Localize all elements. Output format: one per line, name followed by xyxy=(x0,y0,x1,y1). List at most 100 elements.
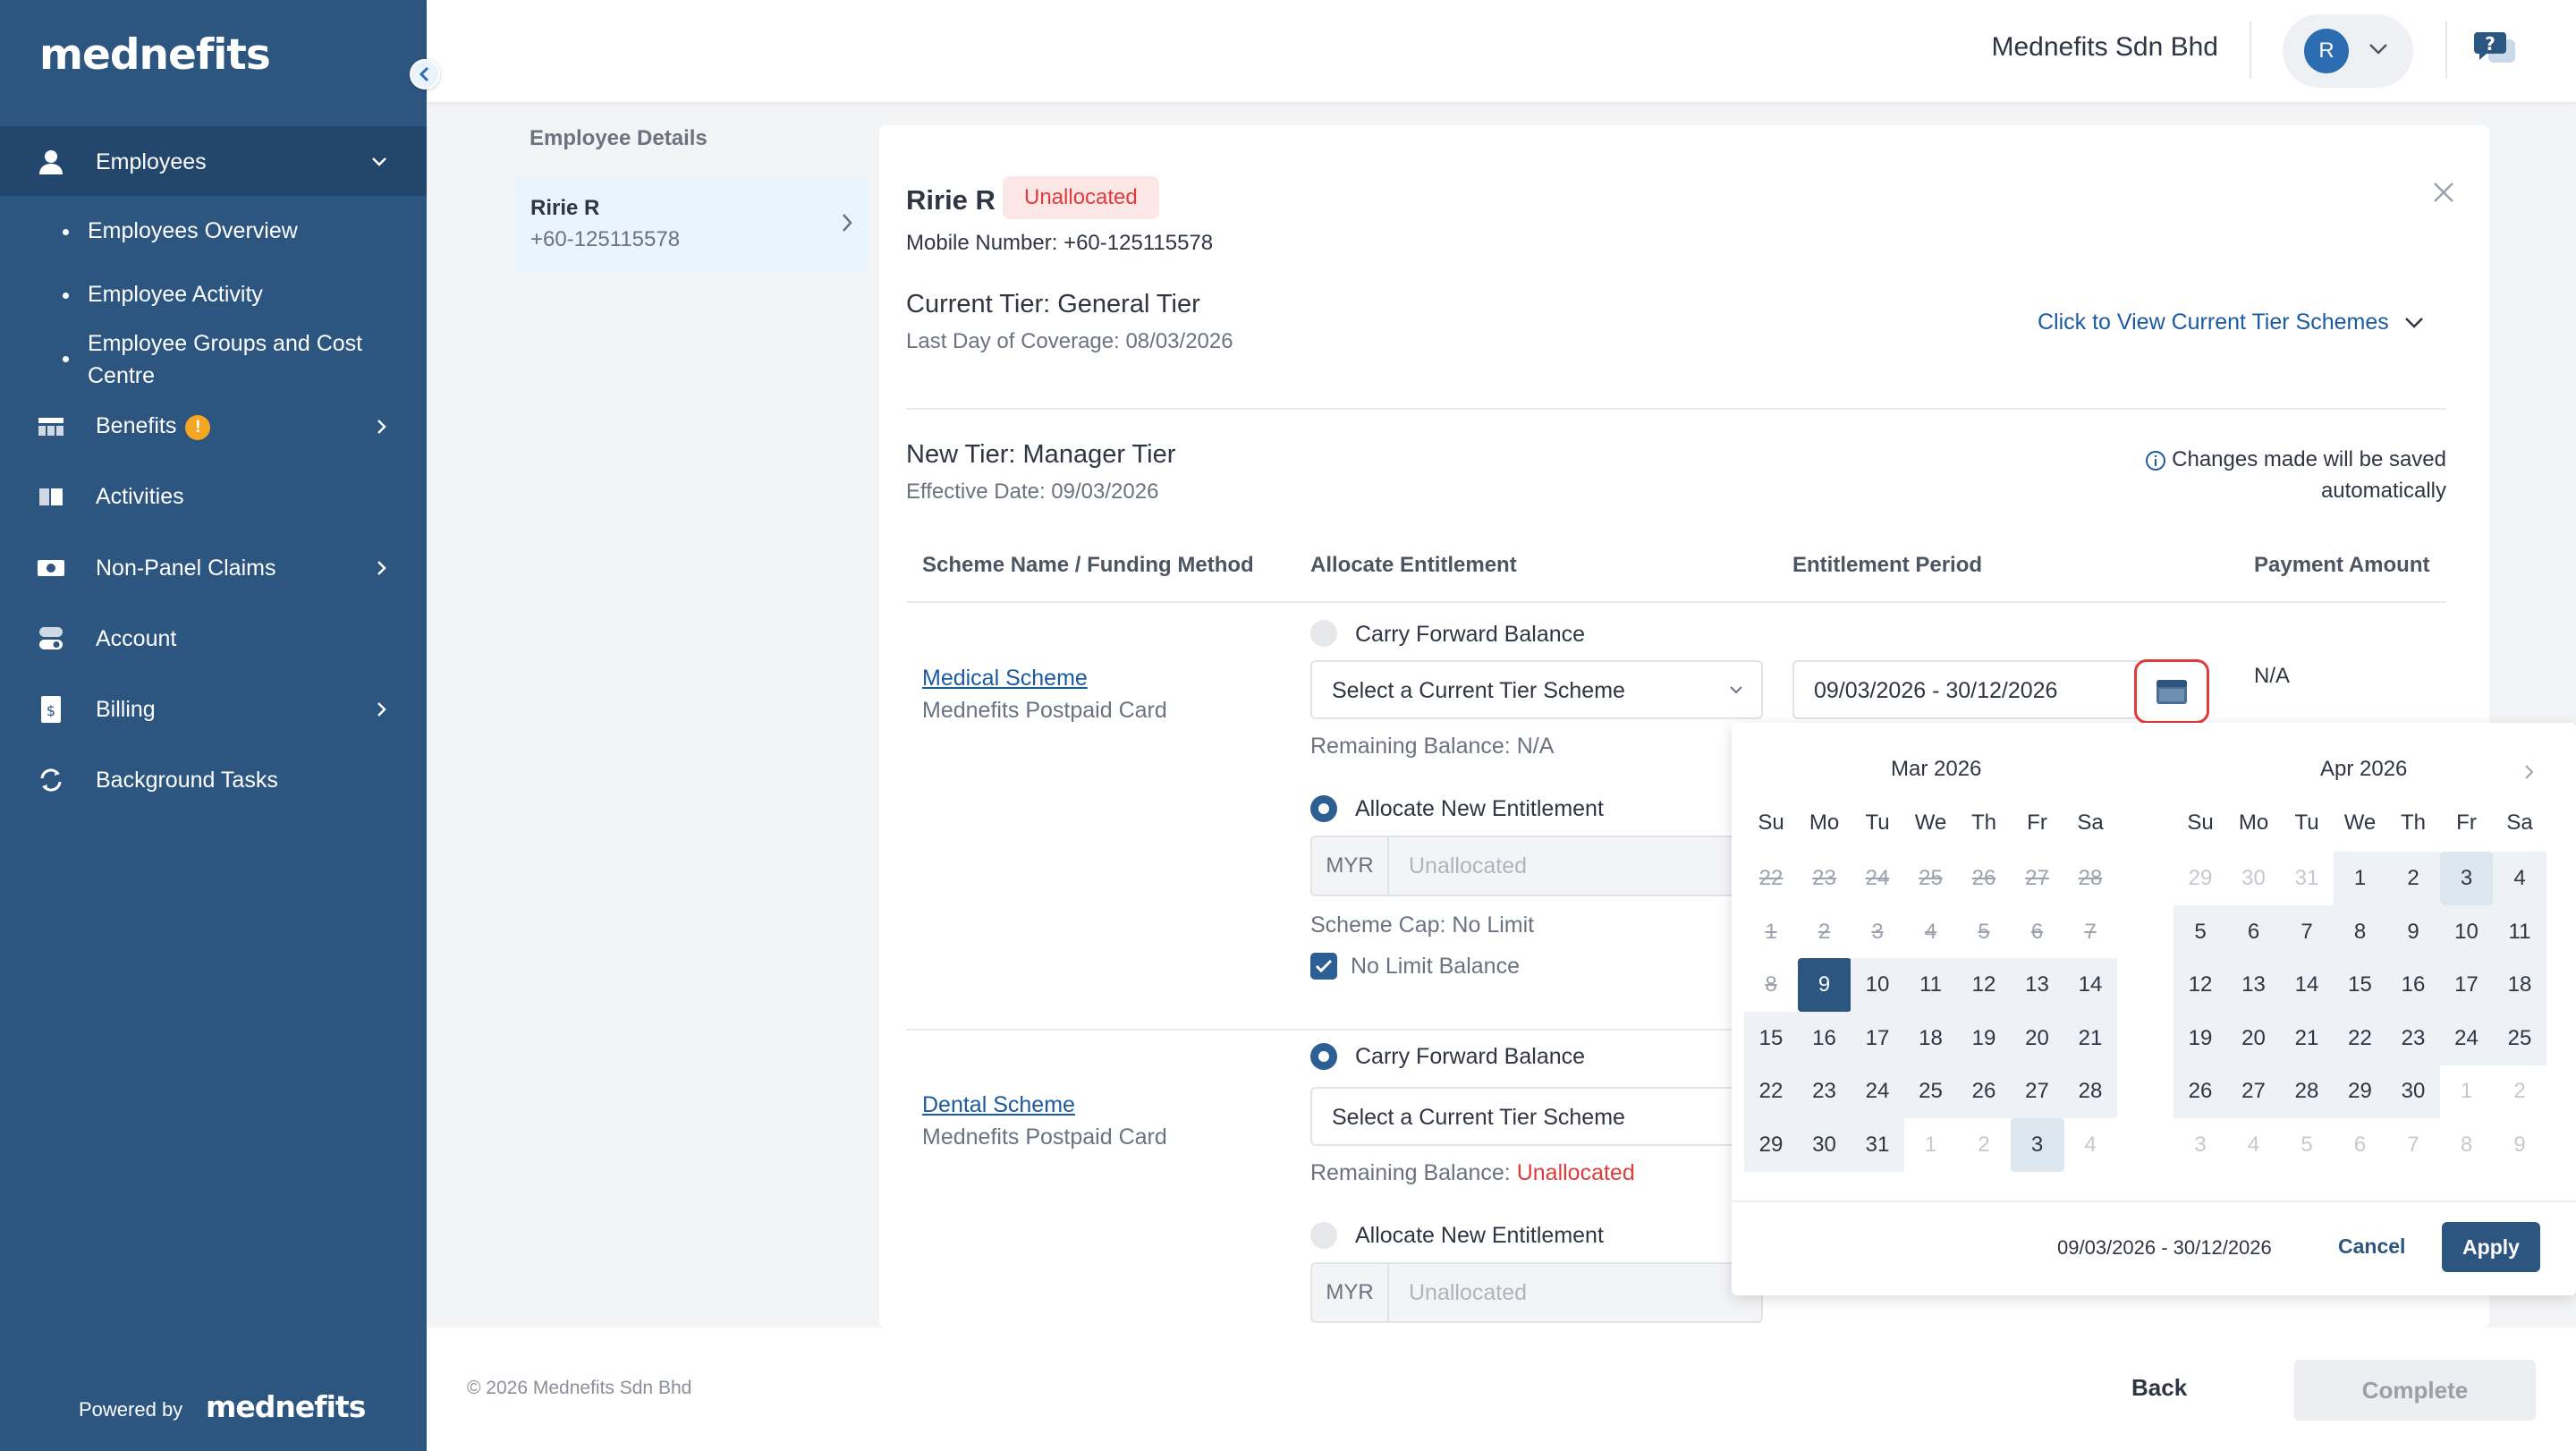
calendar-day[interactable]: 5 xyxy=(2301,1132,2313,1157)
calendar-day[interactable]: 24 xyxy=(1851,1065,1904,1118)
calendar-day[interactable]: 4 xyxy=(2247,1132,2260,1157)
calendar-day[interactable]: 22 xyxy=(1744,1065,1798,1118)
calendar-day[interactable]: 25 xyxy=(2493,1011,2546,1065)
calendar-day[interactable]: 29 xyxy=(2188,866,2213,890)
sidebar-item-employees[interactable]: Employees xyxy=(0,128,427,196)
calendar-day[interactable]: 10 xyxy=(1851,958,1904,1012)
calendar-day[interactable]: 4 xyxy=(2493,852,2546,905)
calendar-day[interactable]: 7 xyxy=(2407,1132,2419,1157)
sidebar-item-activities[interactable]: Activities xyxy=(0,462,427,530)
allocate-new-radio[interactable] xyxy=(1310,795,1337,822)
calendar-day[interactable]: 31 xyxy=(2294,866,2319,890)
apply-button[interactable]: Apply xyxy=(2442,1222,2540,1272)
sidebar-item-background-tasks[interactable]: Background Tasks xyxy=(0,746,427,814)
calendar-day[interactable]: 2 xyxy=(2513,1079,2526,1103)
calendar-day[interactable]: 21 xyxy=(2063,1011,2117,1065)
sidebar-item-benefits[interactable]: Benefits! xyxy=(0,393,427,461)
calendar-day[interactable]: 1 xyxy=(2460,1079,2473,1103)
calendar-day[interactable]: 26 xyxy=(1957,1065,2011,1118)
calendar-day[interactable]: 27 xyxy=(2010,1065,2064,1118)
calendar-day[interactable]: 15 xyxy=(2333,958,2387,1012)
entitlement-amount-input[interactable]: MYR Unallocated xyxy=(1310,1262,1763,1323)
calendar-day[interactable]: 28 xyxy=(2280,1065,2334,1118)
entitlement-period-input[interactable]: 09/03/2026 - 30/12/2026 xyxy=(1792,660,2165,719)
calendar-day[interactable]: 29 xyxy=(2333,1065,2387,1118)
help-icon[interactable]: ? xyxy=(2474,27,2519,72)
calendar-day[interactable]: 2 xyxy=(1978,1132,1990,1157)
calendar-day[interactable]: 14 xyxy=(2063,958,2117,1012)
sidebar-item-account[interactable]: Account xyxy=(0,605,427,673)
close-icon[interactable] xyxy=(2432,181,2455,204)
medical-scheme-link[interactable]: Medical Scheme xyxy=(922,666,1088,691)
calendar-day[interactable]: 15 xyxy=(1744,1011,1798,1065)
sidebar-collapse-button[interactable] xyxy=(410,59,440,89)
calendar-day[interactable]: 16 xyxy=(1797,1011,1852,1065)
calendar-day[interactable]: 10 xyxy=(2439,904,2494,959)
calendar-day[interactable]: 30 xyxy=(2241,866,2266,890)
calendar-day[interactable]: 3 xyxy=(2010,1117,2064,1172)
sidebar-item-billing[interactable]: $ Billing xyxy=(0,675,427,743)
calendar-day[interactable]: 17 xyxy=(2439,958,2494,1012)
carry-forward-radio[interactable] xyxy=(1310,1043,1337,1070)
calendar-day[interactable]: 4 xyxy=(2084,1132,2097,1157)
calendar-day[interactable]: 23 xyxy=(1797,1065,1852,1118)
calendar-day[interactable]: 7 xyxy=(2280,904,2334,959)
calendar-day[interactable]: 12 xyxy=(1957,958,2011,1012)
user-menu-button[interactable]: R xyxy=(2283,14,2413,88)
calendar-day[interactable]: 12 xyxy=(2174,958,2227,1012)
view-current-tier-schemes-link[interactable]: Click to View Current Tier Schemes xyxy=(2038,310,2424,335)
calendar-day[interactable]: 2 xyxy=(2386,852,2440,905)
calendar-day[interactable]: 17 xyxy=(1851,1011,1904,1065)
calendar-day[interactable]: 25 xyxy=(1903,1065,1958,1118)
back-button[interactable]: Back xyxy=(2131,1374,2188,1401)
employee-list-item[interactable]: Ririe R +60-125115578 xyxy=(514,176,869,271)
calendar-day[interactable]: 18 xyxy=(2493,958,2546,1012)
allocate-new-radio[interactable] xyxy=(1310,1222,1337,1249)
calendar-day[interactable]: 13 xyxy=(2226,958,2281,1012)
calendar-day[interactable]: 11 xyxy=(2493,904,2546,959)
no-limit-checkbox[interactable] xyxy=(1310,953,1337,980)
calendar-day[interactable]: 21 xyxy=(2280,1011,2334,1065)
carry-forward-radio[interactable] xyxy=(1310,620,1337,647)
calendar-day[interactable]: 8 xyxy=(2333,904,2387,959)
calendar-day[interactable]: 24 xyxy=(2439,1011,2494,1065)
calendar-day[interactable]: 9 xyxy=(2386,904,2440,959)
calendar-day[interactable]: 19 xyxy=(1957,1011,2011,1065)
sidebar-item-non-panel-claims[interactable]: Non-Panel Claims xyxy=(0,534,427,602)
calendar-day[interactable]: 6 xyxy=(2226,904,2281,959)
calendar-day[interactable]: 30 xyxy=(2386,1065,2440,1118)
calendar-day[interactable]: 26 xyxy=(2174,1065,2227,1118)
calendar-day[interactable]: 20 xyxy=(2226,1011,2281,1065)
calendar-button[interactable] xyxy=(2134,659,2209,724)
calendar-day[interactable]: 22 xyxy=(2333,1011,2387,1065)
calendar-day[interactable]: 23 xyxy=(2386,1011,2440,1065)
calendar-day[interactable]: 9 xyxy=(1797,958,1852,1012)
calendar-day[interactable]: 19 xyxy=(2174,1011,2227,1065)
calendar-day[interactable]: 13 xyxy=(2010,958,2064,1012)
calendar-day[interactable]: 11 xyxy=(1903,958,1958,1012)
calendar-day[interactable]: 31 xyxy=(1851,1117,1904,1172)
calendar-day[interactable]: 27 xyxy=(2226,1065,2281,1118)
calendar-day[interactable]: 8 xyxy=(2460,1132,2473,1157)
current-tier-scheme-select[interactable]: Select a Current Tier Scheme xyxy=(1310,660,1763,719)
calendar-day[interactable]: 28 xyxy=(2063,1065,2117,1118)
dental-scheme-link[interactable]: Dental Scheme xyxy=(922,1092,1075,1117)
calendar-day[interactable]: 1 xyxy=(2333,852,2387,905)
calendar-day[interactable]: 1 xyxy=(1924,1132,1937,1157)
next-month-icon[interactable] xyxy=(2524,764,2535,780)
calendar-day[interactable]: 20 xyxy=(2010,1011,2064,1065)
calendar-day[interactable]: 29 xyxy=(1744,1117,1798,1172)
calendar-day[interactable]: 30 xyxy=(1797,1117,1852,1172)
complete-button[interactable]: Complete xyxy=(2294,1360,2536,1421)
calendar-day[interactable]: 18 xyxy=(1903,1011,1958,1065)
calendar-day[interactable]: 16 xyxy=(2386,958,2440,1012)
calendar-day[interactable]: 14 xyxy=(2280,958,2334,1012)
calendar-day[interactable]: 6 xyxy=(2353,1132,2367,1157)
calendar-day[interactable]: 3 xyxy=(2439,852,2494,905)
calendar-day[interactable]: 9 xyxy=(2513,1132,2526,1157)
current-tier-scheme-select[interactable]: Select a Current Tier Scheme xyxy=(1310,1087,1763,1146)
calendar-day[interactable]: 5 xyxy=(2174,904,2227,959)
cancel-button[interactable]: Cancel xyxy=(2338,1235,2406,1258)
calendar-day[interactable]: 3 xyxy=(2194,1132,2207,1157)
entitlement-amount-input[interactable]: MYR Unallocated xyxy=(1310,836,1763,896)
